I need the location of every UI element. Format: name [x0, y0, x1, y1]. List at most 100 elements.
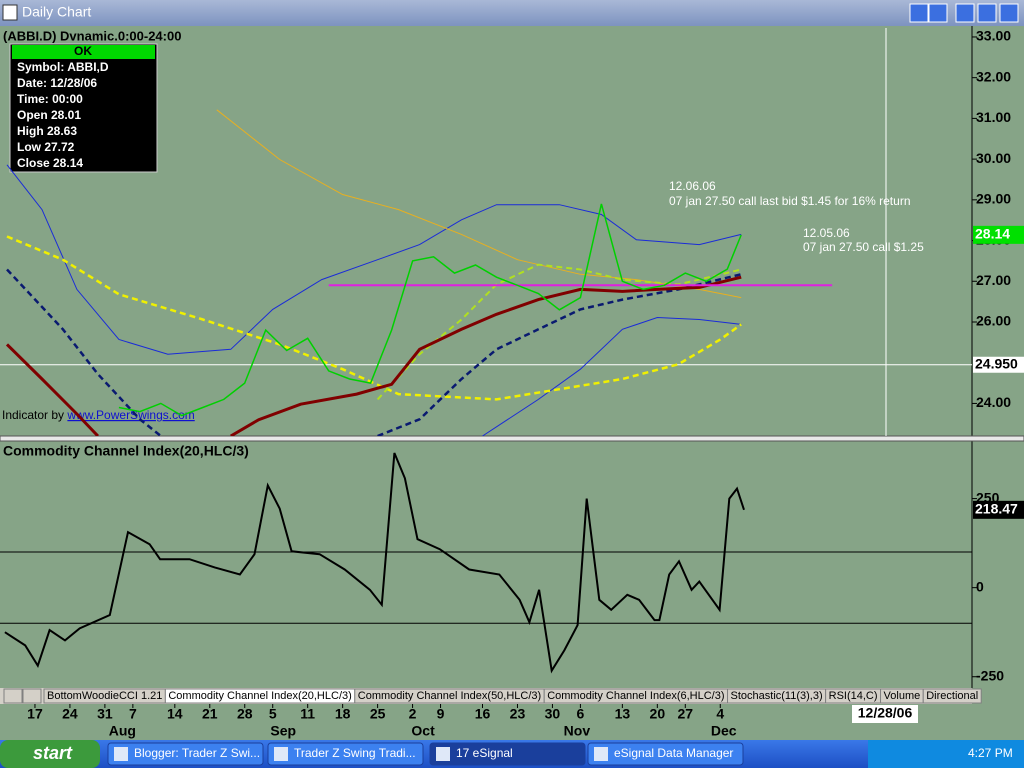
series-line [6, 268, 742, 436]
tab: Commodity Channel Index(6,HLC/3) [543, 688, 729, 704]
info-line: Open 28.01 [17, 108, 81, 122]
y-tick-label: -250 [976, 667, 1004, 683]
restore-button[interactable] [977, 3, 997, 23]
minimize-button[interactable] [955, 3, 975, 23]
task-icon [114, 747, 128, 761]
tab-scroll[interactable] [3, 688, 23, 704]
tab-scroll[interactable] [22, 688, 42, 704]
panel-title: Commodity Channel Index(20,HLC/3) [3, 443, 249, 459]
tab: Volume [880, 688, 924, 704]
y-tick-label: 29.00 [976, 191, 1011, 207]
indicator-credit: Indicator by www.PowerSwings.com [2, 408, 195, 422]
task-label: Blogger: Trader Z Swi... [134, 746, 260, 760]
y-tick-label: 33.00 [976, 28, 1011, 44]
tab-label: Commodity Channel Index(50,HLC/3) [358, 690, 541, 702]
credit-text: Indicator by [2, 408, 67, 422]
y-tick-label: 31.00 [976, 109, 1011, 125]
y-tick-label: 0 [976, 578, 984, 594]
tab-label: Commodity Channel Index(6,HLC/3) [547, 690, 724, 702]
window-title: Daily Chart [22, 4, 91, 20]
tab: Directional [922, 688, 982, 704]
x-tick-label: 14 [167, 706, 183, 722]
annotation: 12.06.06 [669, 179, 716, 193]
tab-label: Stochastic(11(3),3) [731, 690, 823, 702]
series-line [6, 164, 742, 355]
x-tick-label: 24 [62, 706, 78, 722]
x-tick-label: 13 [615, 706, 631, 722]
month-label: Nov [564, 723, 591, 739]
tab-box[interactable] [922, 688, 982, 704]
info-line: Date: 12/28/06 [17, 76, 97, 90]
tab: RSI(14,C) [825, 688, 882, 704]
x-tick-label: 6 [577, 706, 585, 722]
info-line: High 28.63 [17, 124, 77, 138]
tab-label: Volume [884, 690, 921, 702]
info-line: Time: 00:00 [17, 92, 83, 106]
x-tick-label: 30 [545, 706, 561, 722]
start-button[interactable] [0, 740, 100, 768]
y-tick-label: 30.00 [976, 150, 1011, 166]
y-tick-label: 24.00 [976, 394, 1011, 410]
x-tick-label: 7 [129, 706, 137, 722]
info-line: Close 28.14 [17, 156, 83, 170]
x-tick-label: 25 [370, 706, 386, 722]
task-icon [594, 747, 608, 761]
cursor-date: 12/28/06 [858, 705, 913, 721]
menu-button[interactable] [909, 3, 929, 23]
tab-label: RSI(14,C) [829, 690, 878, 702]
close-button[interactable] [999, 3, 1019, 23]
clock: 4:27 PM [968, 746, 1013, 760]
x-tick-label: 21 [202, 706, 218, 722]
chart-header: (ABBI.D) Dvnamic.0:00-24:00 [3, 28, 181, 43]
task-button[interactable] [267, 742, 424, 766]
task-label: eSignal Data Manager [614, 746, 733, 760]
x-tick-label: 28 [237, 706, 253, 722]
month-label: Aug [109, 723, 136, 739]
series-line [118, 203, 742, 417]
start-label: start [33, 743, 73, 763]
task-button[interactable] [429, 742, 586, 766]
x-tick-label: 9 [437, 706, 445, 722]
x-tick-label: 4 [716, 706, 724, 722]
info-line: Low 27.72 [17, 140, 75, 154]
info-line: Symbol: ABBI,D [17, 60, 109, 74]
system-tray [868, 740, 1024, 768]
tab-label: BottomWoodieCCI 1.21 [47, 690, 162, 702]
month-label: Oct [411, 723, 435, 739]
y-tick-label: 32.00 [976, 68, 1011, 84]
task-label: 17 eSignal [456, 746, 513, 760]
tab: Commodity Channel Index(50,HLC/3) [354, 688, 545, 704]
task-label: Trader Z Swing Tradi... [294, 746, 416, 760]
x-tick-label: 20 [650, 706, 666, 722]
series-line [482, 316, 742, 436]
task-icon [436, 747, 450, 761]
cursor-price-box [973, 356, 1024, 373]
task-button[interactable] [107, 742, 264, 766]
x-tick-label: 31 [97, 706, 113, 722]
task-button[interactable] [587, 742, 744, 766]
series-line [6, 235, 742, 401]
last-value-box [973, 225, 1024, 244]
tab: Stochastic(11(3),3) [727, 688, 827, 704]
info-status-bar [12, 45, 155, 59]
last-value: 218.47 [975, 501, 1018, 517]
cursor-price: 24.950 [975, 355, 1018, 371]
tab: BottomWoodieCCI 1.21 [43, 688, 166, 704]
tab-label: Commodity Channel Index(20,HLC/3) [168, 690, 351, 702]
month-label: Dec [711, 723, 737, 739]
x-tick-label: 18 [335, 706, 351, 722]
series-line [4, 452, 745, 674]
info-status: OK [74, 44, 92, 58]
title-bar [0, 0, 1024, 26]
last-value-box [973, 500, 1024, 519]
maximize-button[interactable] [928, 3, 948, 23]
x-tick-label: 2 [409, 706, 417, 722]
x-tick-label: 17 [27, 706, 43, 722]
y-tick-label: 27.00 [976, 272, 1011, 288]
tab-label: Directional [926, 690, 978, 702]
series-line [5, 275, 742, 436]
credit-link[interactable]: www.PowerSwings.com [66, 408, 194, 422]
annotation: 07 jan 27.50 call last bid $1.45 for 16%… [669, 194, 911, 208]
panel-separator [0, 435, 1024, 442]
